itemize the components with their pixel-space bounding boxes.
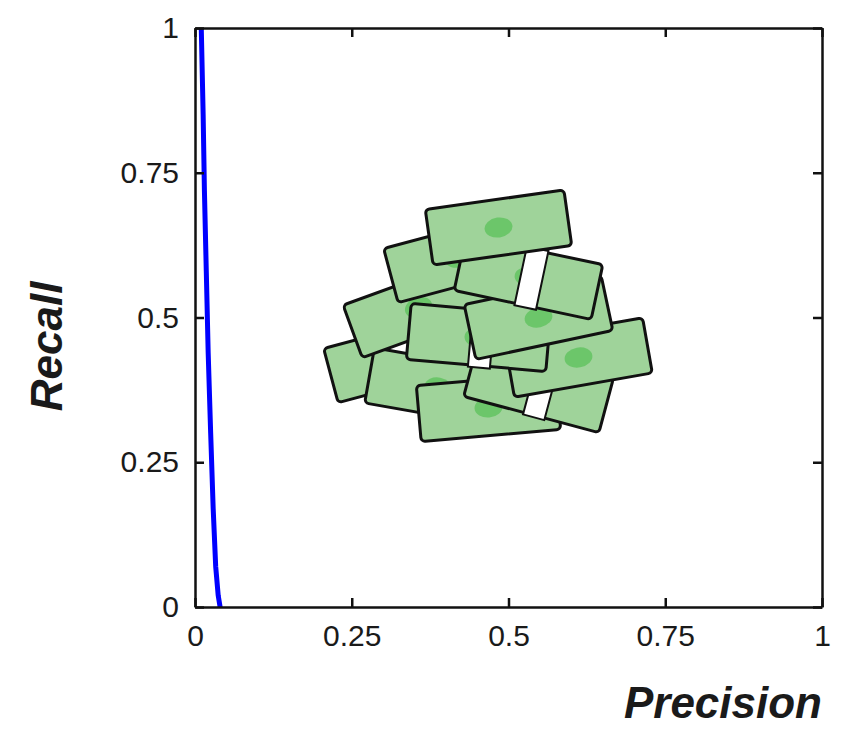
tick-mark: [195, 462, 204, 465]
tick-mark: [665, 28, 668, 37]
tick-mark: [195, 172, 204, 175]
tick-mark: [508, 28, 511, 37]
tick-mark: [351, 28, 354, 37]
chart: 0 0.25 0.5 0.75 1 0 0.25 0.5 0.75 1 Precision Recal…: [0, 0, 846, 738]
tick-mark: [813, 27, 822, 30]
tick: [352, 28, 353, 37]
tick: 0.5: [488, 598, 530, 652]
tick-label: 1: [814, 619, 831, 652]
tick: 0.75: [121, 156, 204, 189]
tick-mark: [665, 598, 668, 607]
tick: 0.5: [137, 301, 204, 334]
tick-mark: [813, 317, 822, 320]
tick: 0: [162, 590, 204, 623]
y-axis-title: Recall: [22, 281, 71, 411]
tick-label: 1: [162, 11, 179, 44]
tick-mark: [813, 606, 822, 609]
tick-mark: [508, 598, 511, 607]
tick-label: 0.25: [323, 619, 381, 652]
tick-mark: [813, 462, 822, 465]
pr-curve: [201, 28, 220, 607]
data-layer: [201, 28, 220, 607]
money-icon: [323, 190, 652, 441]
tick: [813, 173, 822, 174]
tick-mark: [351, 598, 354, 607]
tick: 0.25: [323, 598, 381, 652]
tick-label: 0.25: [121, 445, 179, 478]
tick-mark: [195, 317, 204, 320]
money-bill-seal: [563, 345, 594, 370]
tick-label: 0: [162, 590, 179, 623]
axis: 0 0.25 0.5 0.75 1: [187, 598, 831, 652]
tick-mark: [813, 172, 822, 175]
tick: 1: [162, 11, 204, 44]
tick: 0.75: [637, 598, 695, 652]
tick-mark: [195, 27, 204, 30]
tick: [813, 28, 822, 29]
plot: 0 0.25 0.5 0.75 1 0 0.25 0.5 0.75 1: [121, 11, 831, 652]
axis: 0 0.25 0.5 0.75 1: [121, 11, 204, 623]
tick: [813, 462, 822, 463]
tick-label: 0: [187, 619, 204, 652]
money-bill-seal: [483, 216, 514, 240]
tick: [813, 607, 822, 608]
tick-label: 0.75: [637, 619, 695, 652]
axis: [813, 29, 823, 608]
money-bill-body: [425, 190, 571, 265]
tick: 0.25: [121, 445, 204, 478]
tick-label: 0.5: [137, 301, 179, 334]
axis: [196, 28, 823, 37]
money-bill: [425, 190, 571, 265]
tick-label: 0.5: [488, 619, 530, 652]
tick: [509, 28, 510, 37]
tick: [813, 318, 822, 319]
x-axis-title: Precision: [624, 678, 822, 727]
tick-mark: [195, 606, 204, 609]
money-band: [514, 246, 548, 309]
tick-label: 0.75: [121, 156, 179, 189]
tick: [665, 28, 666, 37]
